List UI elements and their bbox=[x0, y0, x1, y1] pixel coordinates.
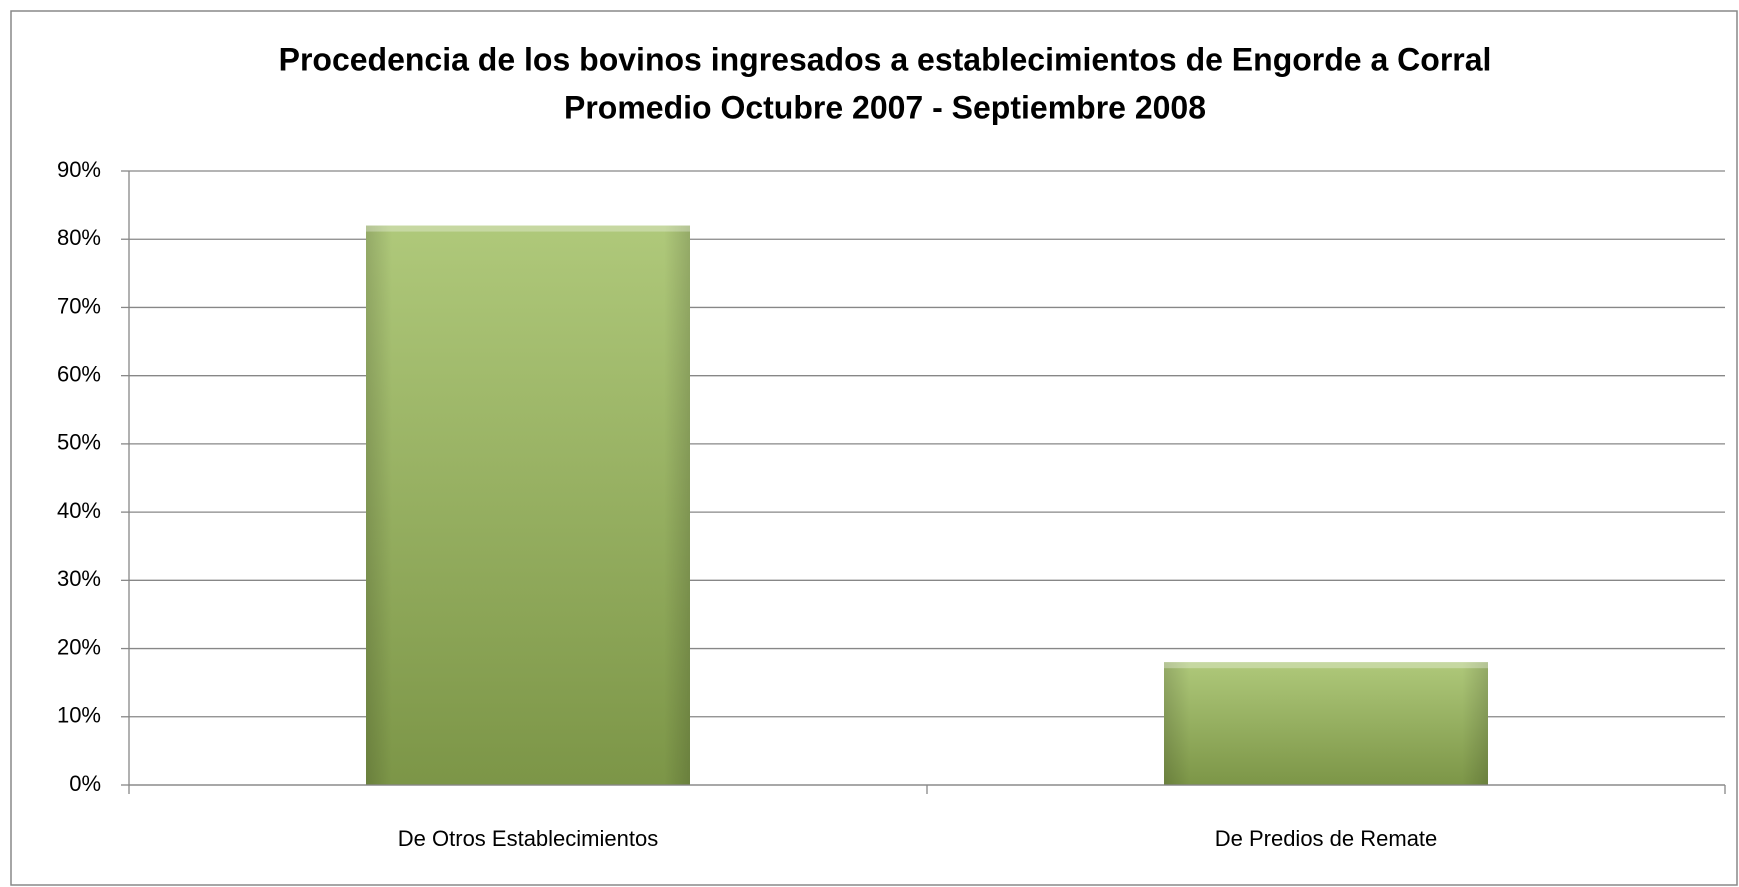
chart-title: Procedencia de los bovinos ingresados a … bbox=[279, 41, 1492, 77]
y-tick-label: 90% bbox=[57, 157, 101, 182]
y-tick-label: 40% bbox=[57, 498, 101, 523]
y-tick-label: 0% bbox=[69, 771, 101, 796]
bar-edge bbox=[366, 225, 690, 786]
y-tick-label: 60% bbox=[57, 361, 101, 386]
y-tick-label: 20% bbox=[57, 634, 101, 659]
bar-top bbox=[366, 225, 690, 232]
y-tick-label: 50% bbox=[57, 430, 101, 455]
y-tick-label: 80% bbox=[57, 225, 101, 250]
bar-edge bbox=[1164, 662, 1488, 785]
x-tick-label: De Otros Establecimientos bbox=[398, 826, 658, 851]
bar-top bbox=[1164, 662, 1488, 669]
y-tick-label: 10% bbox=[57, 703, 101, 728]
y-tick-label: 70% bbox=[57, 293, 101, 318]
y-tick-label: 30% bbox=[57, 566, 101, 591]
x-tick-label: De Predios de Remate bbox=[1215, 826, 1438, 851]
chart-subtitle: Promedio Octubre 2007 - Septiembre 2008 bbox=[564, 89, 1206, 125]
